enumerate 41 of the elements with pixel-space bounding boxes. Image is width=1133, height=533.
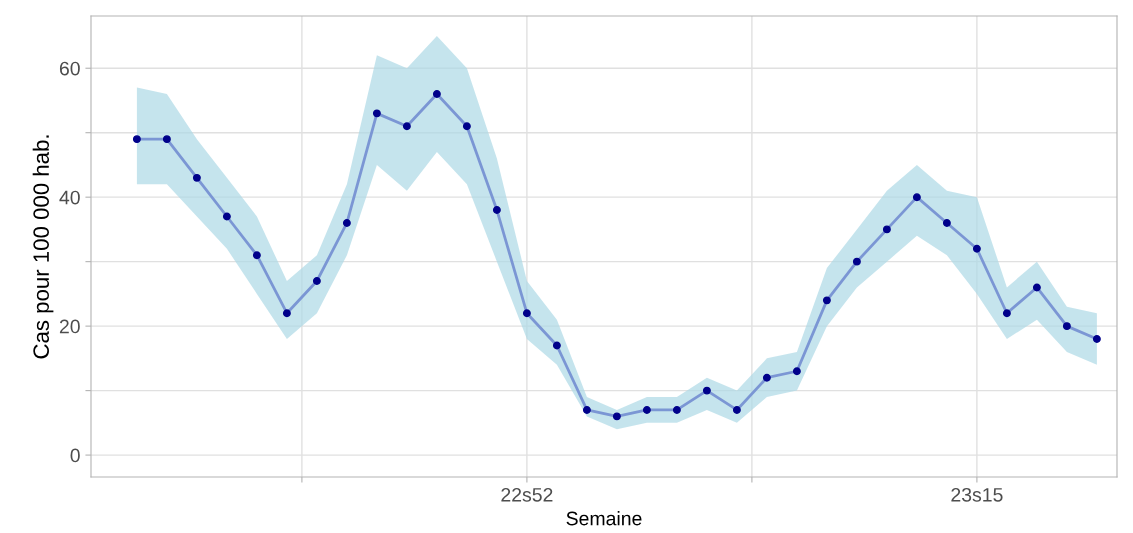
point bbox=[1092, 335, 1101, 343]
point bbox=[552, 341, 561, 350]
point bbox=[942, 219, 951, 227]
point bbox=[1002, 309, 1011, 318]
point bbox=[672, 405, 681, 414]
point bbox=[222, 212, 231, 221]
point bbox=[852, 257, 861, 266]
point bbox=[912, 193, 921, 202]
point bbox=[972, 244, 981, 253]
point bbox=[432, 90, 441, 98]
point bbox=[522, 309, 531, 318]
point bbox=[492, 206, 501, 215]
y-tick-label: 40 bbox=[59, 190, 80, 205]
point bbox=[462, 122, 471, 131]
point bbox=[702, 386, 711, 395]
y-tick-label: 60 bbox=[59, 61, 80, 76]
point bbox=[642, 405, 651, 414]
point bbox=[162, 135, 171, 144]
point bbox=[192, 173, 201, 182]
point bbox=[282, 309, 291, 318]
point bbox=[582, 405, 591, 414]
point bbox=[312, 277, 321, 285]
point bbox=[732, 405, 741, 414]
point bbox=[1032, 283, 1041, 292]
point bbox=[762, 373, 771, 382]
point bbox=[342, 219, 351, 227]
point bbox=[1062, 322, 1071, 331]
point bbox=[252, 251, 261, 260]
point bbox=[612, 412, 621, 421]
y-tick-label: 0 bbox=[70, 448, 80, 463]
y-tick-label: 20 bbox=[59, 319, 80, 334]
point bbox=[792, 367, 801, 376]
x-tick-label: 22s52 bbox=[501, 487, 553, 502]
point bbox=[882, 225, 891, 234]
y-axis-title: Cas pour 100 000 hab. bbox=[32, 135, 54, 359]
point bbox=[372, 109, 381, 118]
point bbox=[822, 296, 831, 305]
point bbox=[402, 122, 411, 131]
x-axis-title: Semaine bbox=[566, 511, 642, 526]
x-tick-label: 23s15 bbox=[951, 487, 1003, 502]
point bbox=[132, 135, 141, 144]
